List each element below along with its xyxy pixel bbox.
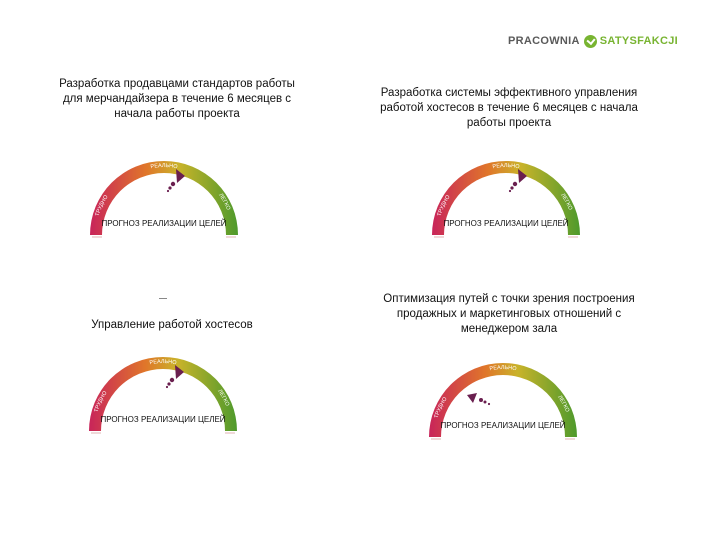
gauge-needle-dot — [169, 377, 175, 383]
gauge-arc — [432, 161, 580, 235]
gauge-needle-dot — [512, 181, 518, 187]
gauge-needle-dot — [510, 186, 514, 190]
gauge-needle — [467, 393, 477, 403]
gauge-needle-dot — [479, 398, 483, 402]
gauge-needle-dot — [170, 181, 176, 187]
gauge-label-top: РЕАЛЬНО — [489, 365, 517, 372]
gauge-needle-dot — [508, 189, 512, 193]
gauge-needle-dot — [483, 400, 487, 404]
gauge-needle-dot — [168, 186, 172, 190]
logo-check-icon — [583, 34, 597, 48]
gauge-3: ТРУДНО РЕАЛЬНО ЛЕГКО ПРОГНОЗ РЕАЛИЗАЦИИ ЦЕЛ… — [83, 339, 243, 449]
gauge-needle-dot — [166, 189, 170, 193]
gauge-needle-dot — [487, 402, 491, 406]
divider-dash — [159, 298, 167, 299]
gauge-needle-dot — [167, 382, 171, 386]
gauge-4: ТРУДНО РЕАЛЬНО ЛЕГКО ПРОГНОЗ РЕАЛИЗАЦИИ ЦЕЛ… — [423, 345, 583, 455]
gauge-arc — [90, 161, 238, 235]
gauge-caption: ПРОГНОЗ РЕАЛИЗАЦИИ ЦЕЛЕЙ — [100, 415, 226, 424]
panel-4-title: Оптимизация путей с точки зрения построе… — [383, 293, 635, 335]
gauge-arc — [89, 357, 237, 431]
gauge-needle — [175, 365, 184, 379]
gauge-caption: ПРОГНОЗ РЕАЛИЗАЦИИ ЦЕЛЕЙ — [443, 219, 569, 228]
panel-2-title: Разработка системы эффективного управлен… — [380, 87, 638, 129]
gauge-needle — [518, 169, 527, 183]
panel-1-title: Разработка продавцами стандартов работы … — [59, 78, 295, 120]
logo: PRACOWNIA SATYSFAKCJI — [508, 31, 684, 51]
gauge-caption: ПРОГНОЗ РЕАЛИЗАЦИИ ЦЕЛЕЙ — [101, 219, 227, 228]
logo-text-satysfakcji: SATYSFAKCJI — [599, 35, 679, 47]
logo-text-pracownia: PRACOWNIA — [508, 35, 580, 47]
gauge-caption: ПРОГНОЗ РЕАЛИЗАЦИИ ЦЕЛЕЙ — [440, 421, 566, 430]
panel-3-title: Управление работой хостесов — [91, 319, 253, 331]
gauge-needle — [176, 169, 185, 183]
gauge-2: ТРУДНО РЕАЛЬНО ЛЕГКО ПРОГНОЗ РЕАЛИЗАЦИИ ЦЕЛ… — [426, 143, 586, 253]
gauge-label-top: РЕАЛЬНО — [492, 163, 520, 170]
gauge-arc — [429, 363, 577, 437]
gauge-label-top: РЕАЛЬНО — [149, 359, 177, 366]
gauge-needle-dot — [165, 385, 169, 389]
gauge-1: ТРУДНО РЕАЛЬНО ЛЕГКО ПРОГНОЗ РЕАЛИЗАЦИИ ЦЕЛ… — [84, 143, 244, 253]
gauge-label-top: РЕАЛЬНО — [150, 163, 178, 170]
